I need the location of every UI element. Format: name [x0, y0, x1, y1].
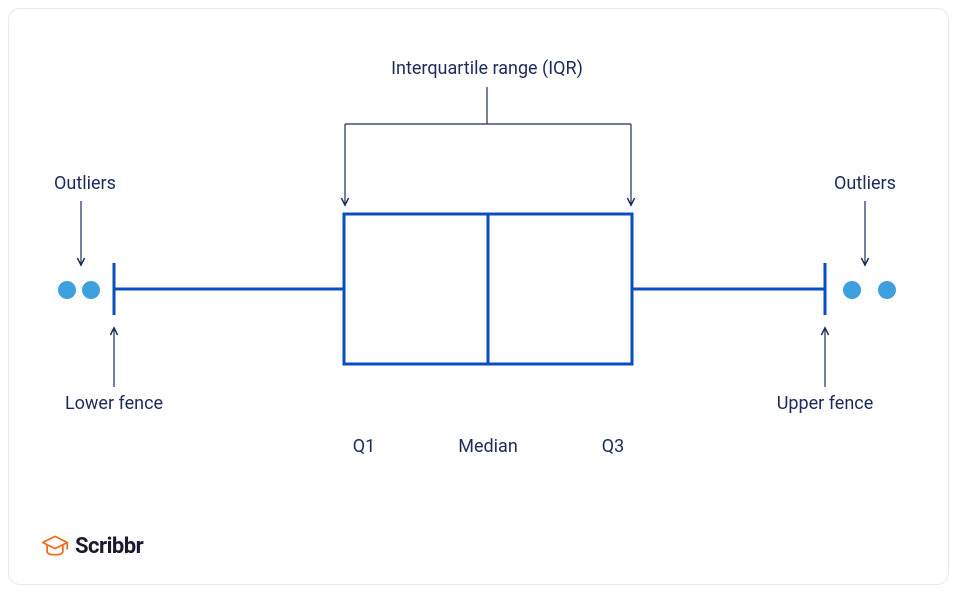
upper-fence-label: Upper fence [777, 393, 874, 414]
lower-fence-label: Lower fence [65, 393, 163, 414]
outliers-right-label: Outliers [834, 173, 896, 194]
q1-label: Q1 [353, 436, 376, 457]
iqr-title-label: Interquartile range (IQR) [391, 58, 583, 79]
outlier-dot [843, 281, 861, 299]
outlier-dot [878, 281, 896, 299]
graduation-cap-icon [41, 532, 69, 560]
outlier-dot [82, 281, 100, 299]
brand-logo: Scribbr [41, 532, 143, 560]
diagram-frame: Interquartile range (IQR) Outliers Outli… [8, 8, 949, 585]
q3-label: Q3 [602, 436, 625, 457]
brand-name: Scribbr [75, 534, 143, 559]
outlier-dot [58, 281, 76, 299]
outliers-left-label: Outliers [54, 173, 116, 194]
iqr-bracket [345, 87, 631, 204]
boxplot-diagram: Interquartile range (IQR) Outliers Outli… [9, 9, 950, 586]
median-label: Median [458, 436, 518, 457]
